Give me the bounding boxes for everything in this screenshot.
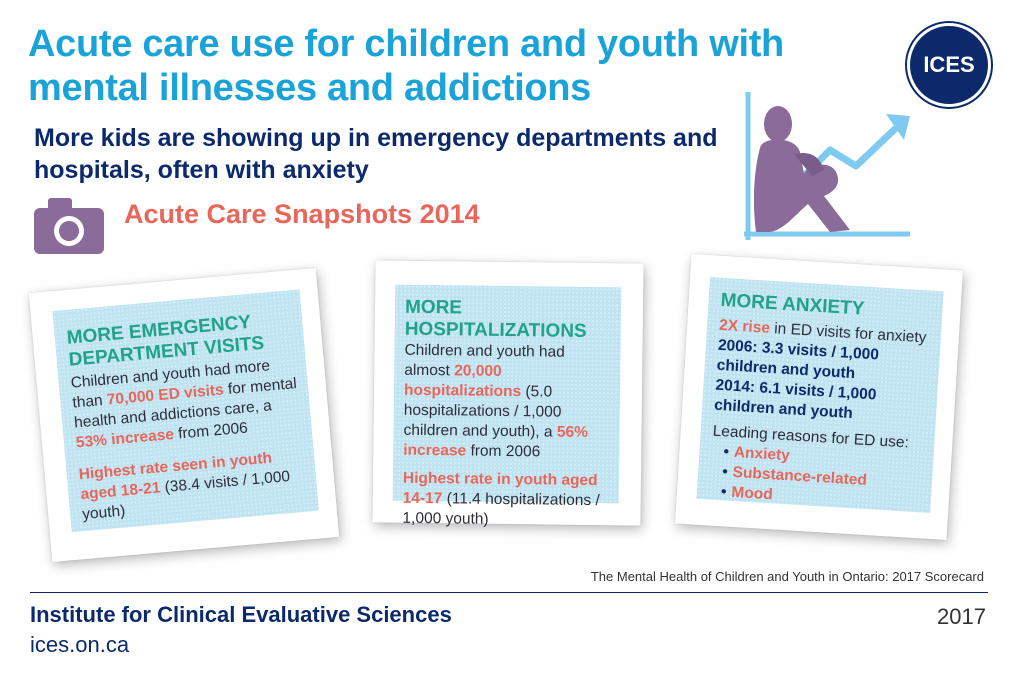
anxiety-card-body: MORE ANXIETY 2X rise in ED visits for an… — [708, 290, 935, 515]
hospitalizations-card-body: MORE HOSPITALIZATIONS Children and youth… — [402, 297, 615, 532]
camera-icon — [34, 196, 104, 259]
page-subtitle: More kids are showing up in emergency de… — [34, 124, 718, 184]
sitting-person-rising-arrow-icon — [738, 92, 918, 249]
ed-visits-card: MORE EMERGENCY DEPARTMENT VISITS Childre… — [28, 267, 340, 563]
ed-visits-text3: from 2006 — [177, 419, 249, 443]
ices-logo: ICES — [907, 23, 991, 107]
page-title: Acute care use for children and youth wi… — [28, 23, 784, 109]
institute-name: Institute for Clinical Evaluative Scienc… — [30, 602, 452, 627]
snapshot-title: Acute Care Snapshots 2014 — [124, 199, 480, 229]
footer-divider — [30, 592, 988, 593]
publication-year: 2017 — [937, 604, 986, 629]
ed-visits-card-photo: MORE EMERGENCY DEPARTMENT VISITS Childre… — [52, 289, 319, 533]
hospitalizations-card-photo: MORE HOSPITALIZATIONS Children and youth… — [392, 284, 622, 528]
anxiety-rise: 2X rise — [718, 316, 771, 337]
website-link[interactable]: ices.on.ca — [30, 632, 130, 657]
hospitalizations-card: MORE HOSPITALIZATIONS Children and youth… — [372, 260, 644, 528]
hospitalizations-heading: MORE HOSPITALIZATIONS — [404, 296, 587, 342]
anxiety-card-photo: MORE ANXIETY 2X rise in ED visits for an… — [696, 277, 944, 515]
source-citation: The Mental Health of Children and Youth … — [590, 569, 984, 584]
ed-visits-card-body: MORE EMERGENCY DEPARTMENT VISITS Childre… — [66, 308, 310, 525]
hospitalizations-text3: from 2006 — [470, 442, 541, 461]
anxiety-card: MORE ANXIETY 2X rise in ED visits for an… — [675, 253, 963, 541]
